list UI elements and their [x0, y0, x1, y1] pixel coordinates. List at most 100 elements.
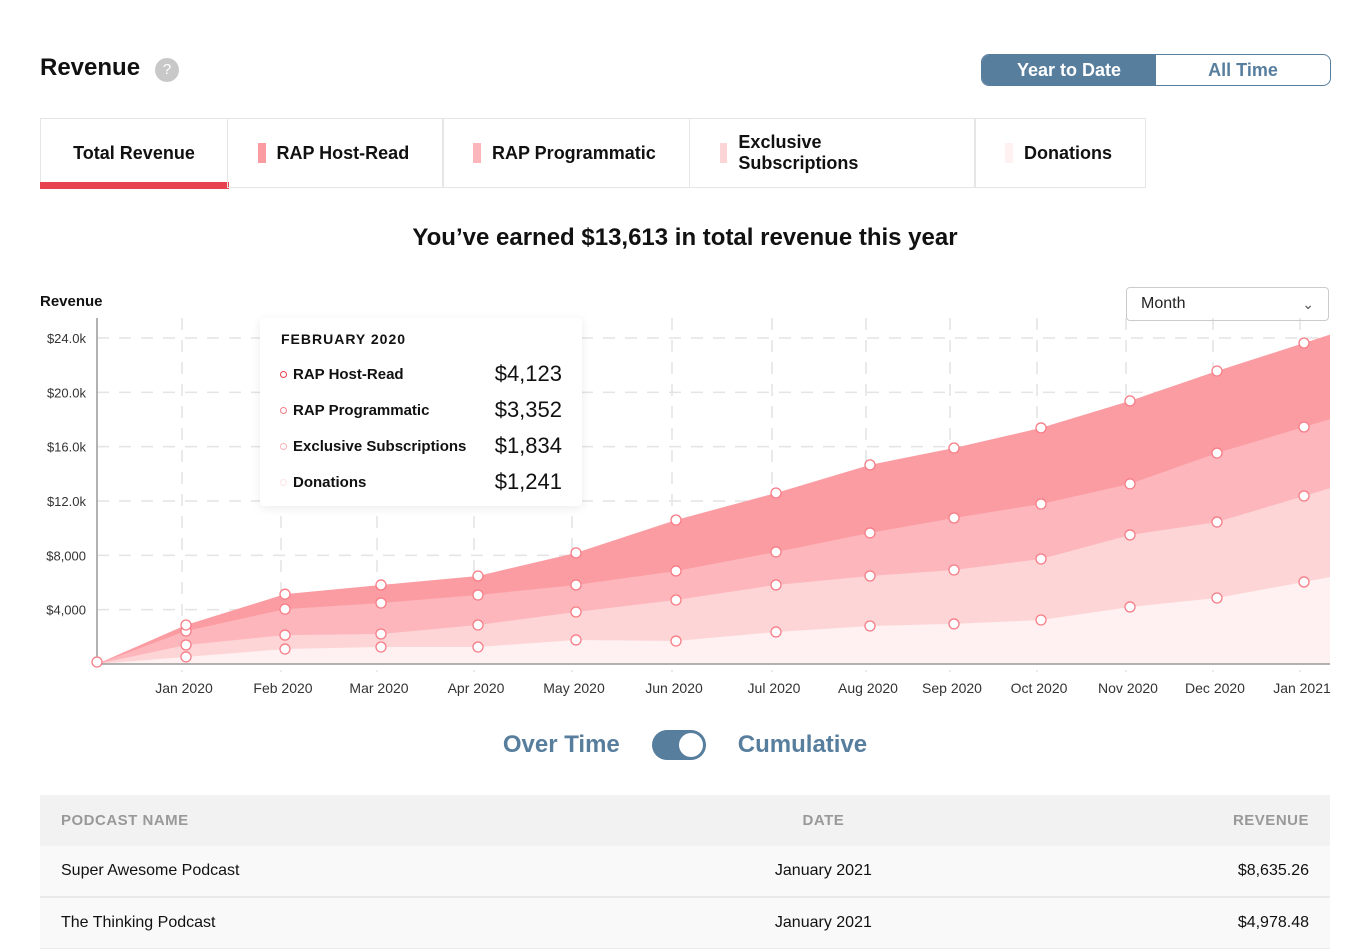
column-header-revenue[interactable]: REVENUE — [1011, 795, 1330, 846]
y-tick-label: $12.0k — [47, 494, 87, 509]
revenue-cell: $4,978.48 — [1011, 897, 1330, 949]
x-tick-label: Dec 2020 — [1185, 680, 1245, 696]
tab-label: RAP Host-Read — [276, 142, 410, 163]
series-dot-icon — [280, 370, 287, 378]
cumulative-label[interactable]: Cumulative — [737, 731, 868, 758]
tooltip-value: $1,834 — [494, 433, 562, 458]
data-point — [770, 546, 782, 558]
data-point — [180, 651, 192, 663]
date-cell: January 2021 — [635, 897, 1012, 949]
data-point — [670, 514, 682, 526]
data-point — [472, 619, 484, 631]
data-point — [948, 618, 960, 630]
chevron-down-icon: ⌄ — [1302, 296, 1314, 312]
data-point — [1124, 478, 1136, 490]
all-time-button[interactable]: All Time — [1208, 60, 1278, 80]
table-header-row: PODCAST NAME DATE REVENUE — [40, 795, 1330, 846]
data-point — [1211, 516, 1223, 528]
tab-label: Donations — [1024, 142, 1112, 163]
series-dot-icon — [280, 406, 287, 414]
switch-knob — [678, 733, 703, 757]
x-tick-label: Jul 2020 — [748, 680, 801, 696]
column-header-date[interactable]: DATE — [635, 795, 1012, 846]
x-tick-label: Jun 2020 — [645, 680, 703, 696]
help-icon[interactable]: ? — [155, 58, 179, 82]
data-point — [472, 641, 484, 653]
tab-donations[interactable]: Donations — [974, 118, 1146, 188]
x-tick-label: Sep 2020 — [922, 680, 982, 696]
y-axis-label: Revenue — [40, 293, 103, 310]
tab-rap-host-read[interactable]: RAP Host-Read — [226, 118, 444, 188]
tab-total-revenue[interactable]: Total Revenue — [39, 118, 229, 189]
data-point — [1211, 365, 1223, 377]
data-point — [279, 603, 291, 615]
page-title: Revenue — [40, 54, 141, 81]
swatch-icon — [719, 143, 728, 163]
revenue-summary-headline: You’ve earned $13,613 in total revenue t… — [412, 224, 958, 251]
over-time-label[interactable]: Over Time — [502, 731, 620, 758]
data-point — [375, 641, 387, 653]
data-point — [1035, 498, 1047, 510]
tooltip-row: RAP Host-Read $4,123 — [280, 356, 562, 392]
x-tick-label: Jan 2021 — [1273, 680, 1331, 696]
swatch-icon — [1005, 143, 1013, 163]
data-point — [472, 570, 484, 582]
y-tick-label: $24.0k — [47, 331, 87, 346]
date-cell: January 2021 — [635, 846, 1012, 898]
data-point — [1298, 337, 1310, 349]
data-point — [770, 579, 782, 591]
x-tick-label: Apr 2020 — [448, 680, 505, 696]
cumulative-switch[interactable] — [651, 730, 706, 760]
table-row[interactable]: Super Awesome Podcast January 2021 $8,63… — [40, 846, 1330, 898]
revenue-tabs: Total Revenue RAP Host-Read RAP Programm… — [39, 118, 1146, 189]
data-point — [670, 594, 682, 606]
tooltip-title: FEBRUARY 2020 — [281, 331, 407, 347]
granularity-select[interactable]: Month ⌄ — [1126, 287, 1329, 321]
tab-rap-programmatic[interactable]: RAP Programmatic — [442, 118, 690, 188]
area-exclusive-subscriptions — [97, 488, 1330, 664]
tooltip-label: Donations — [293, 473, 367, 491]
data-point — [570, 606, 582, 618]
tooltip-row: RAP Programmatic $3,352 — [280, 392, 562, 428]
data-point — [1124, 395, 1136, 407]
tooltip-value: $4,123 — [494, 361, 562, 386]
series-dot-icon — [280, 442, 287, 450]
chart-tooltip: FEBRUARY 2020 RAP Host-Read $4,123 RAP Pr… — [260, 318, 582, 506]
podcast-revenue-table: PODCAST NAME DATE REVENUE Super Awesome … — [40, 795, 1330, 949]
x-tick-label: Mar 2020 — [349, 680, 408, 696]
revenue-cell: $8,635.26 — [1011, 846, 1330, 898]
data-point — [864, 620, 876, 632]
data-point — [180, 639, 192, 651]
column-header-podcast-name[interactable]: PODCAST NAME — [40, 795, 636, 846]
series-dot-icon — [280, 478, 287, 486]
tab-label: Exclusive Subscriptions — [738, 132, 859, 173]
tooltip-label: RAP Host-Read — [293, 365, 404, 383]
tab-exclusive-subscriptions[interactable]: Exclusive Subscriptions — [688, 118, 976, 188]
x-tick-label: Oct 2020 — [1011, 680, 1068, 696]
area-donations — [97, 577, 1330, 664]
data-point — [1211, 592, 1223, 604]
data-point — [770, 487, 782, 499]
data-point — [670, 565, 682, 577]
data-point — [1298, 490, 1310, 502]
view-toggle: Over Time Cumulative — [0, 730, 1370, 760]
data-point — [570, 634, 582, 646]
data-point — [180, 619, 192, 631]
data-point — [1035, 553, 1047, 565]
podcast-name-cell: Super Awesome Podcast — [40, 846, 636, 898]
granularity-value: Month — [1141, 295, 1186, 312]
y-tick-label: $20.0k — [47, 385, 87, 400]
tooltip-value: $1,241 — [494, 469, 562, 494]
year-to-date-button[interactable]: Year to Date — [982, 55, 1156, 85]
data-point — [1298, 421, 1310, 433]
tooltip-row: Exclusive Subscriptions $1,834 — [280, 428, 562, 464]
data-point — [770, 626, 782, 638]
x-tick-label: Feb 2020 — [253, 680, 312, 696]
table-row[interactable]: The Thinking Podcast January 2021 $4,978… — [40, 897, 1330, 949]
revenue-area-chart: $4,000 $8,000 $12.0k $16.0k $20.0k $24.0k Jan … — [46, 318, 1331, 696]
data-point — [1298, 576, 1310, 588]
tooltip-label: Exclusive Subscriptions — [293, 437, 467, 455]
swatch-icon — [257, 143, 266, 163]
data-point — [279, 588, 291, 600]
